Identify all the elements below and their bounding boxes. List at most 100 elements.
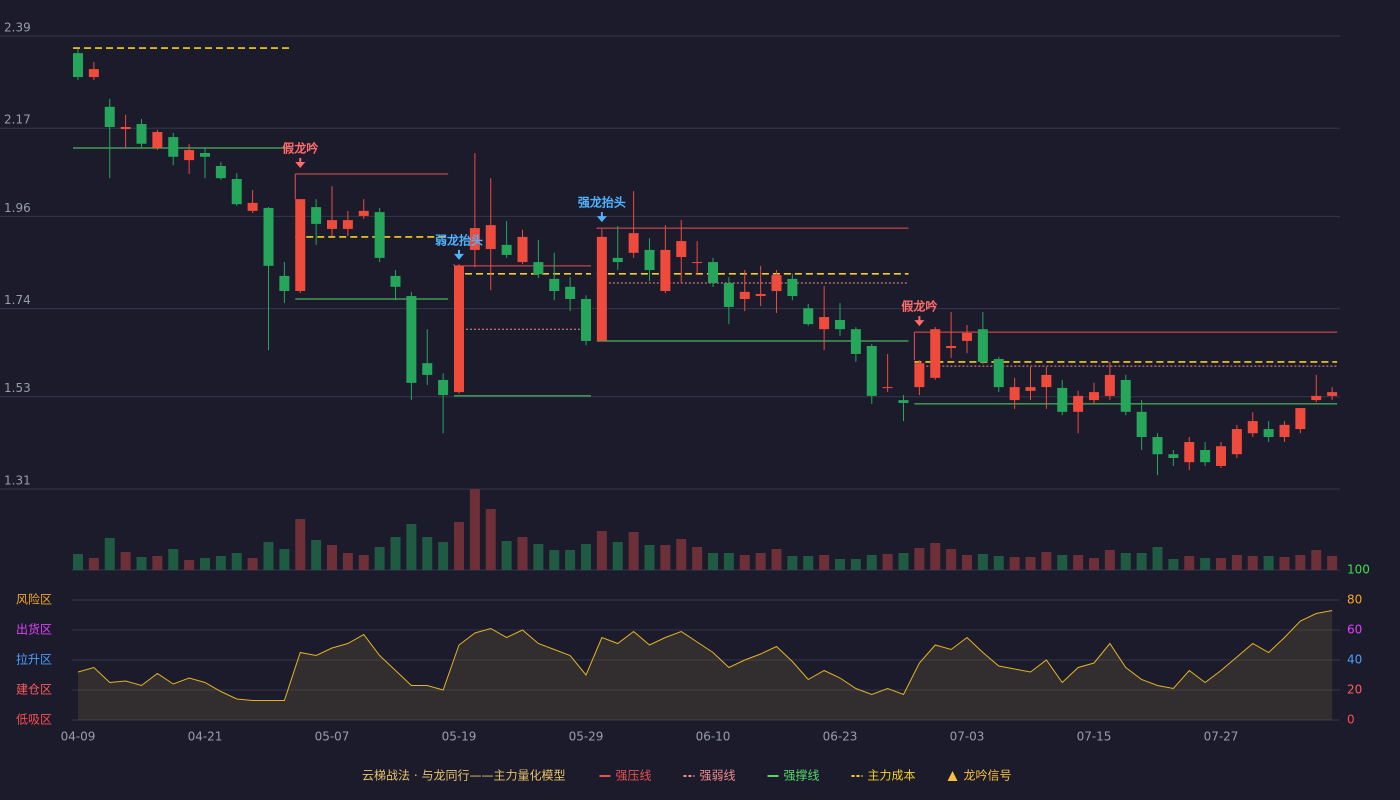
volume-bar <box>930 543 941 570</box>
volume-bar <box>660 545 671 570</box>
volume-bar <box>311 540 322 570</box>
volume-bar <box>1057 555 1068 570</box>
volume-bar <box>1263 556 1274 570</box>
candle-body <box>390 275 401 287</box>
candle-body <box>1152 437 1163 455</box>
x-tick-label: 04-09 <box>61 730 96 744</box>
volume-bar <box>120 552 131 570</box>
volume-bar <box>612 542 623 570</box>
volume-bar <box>152 556 163 570</box>
volume-bar <box>1073 555 1084 570</box>
candle-body <box>835 319 845 330</box>
candle-body <box>962 332 972 341</box>
candle-body <box>152 132 163 148</box>
candle-body <box>1120 379 1131 412</box>
candle-body <box>104 106 115 127</box>
candle-body <box>946 345 957 349</box>
candle-body <box>1089 392 1099 401</box>
volume-bar <box>231 553 242 570</box>
volume-bar <box>247 558 258 570</box>
volume-bar <box>993 556 1004 570</box>
legend-label: 龙吟信号 <box>964 768 1012 783</box>
candle-body <box>676 241 687 258</box>
candle-body <box>612 257 623 263</box>
candle-body <box>342 220 353 229</box>
volume-bar <box>1089 558 1099 570</box>
candle-body <box>88 69 99 78</box>
signal-arrow <box>295 161 306 168</box>
volume-bar <box>358 555 369 570</box>
candle-body <box>993 358 1004 388</box>
volume-bar <box>549 550 560 570</box>
volume-bar <box>1104 550 1115 570</box>
x-tick-label: 06-10 <box>696 730 731 744</box>
candle-body <box>1247 421 1258 434</box>
volume-bar <box>168 549 179 570</box>
volume-bar <box>962 555 972 570</box>
x-tick-label: 07-03 <box>950 730 985 744</box>
candle-body <box>247 202 258 211</box>
candle-body <box>184 150 195 161</box>
candle-body <box>200 152 210 157</box>
candle-body <box>708 262 718 284</box>
volume-bar <box>977 554 988 570</box>
candle-body <box>898 400 909 404</box>
volume-bar <box>200 558 210 570</box>
volume-bar <box>327 545 337 570</box>
volume-bar <box>1327 556 1338 570</box>
signal-arrow <box>914 320 925 327</box>
candle-body <box>501 244 512 255</box>
volume-bar <box>882 554 893 570</box>
volume-bar <box>1184 556 1195 570</box>
volume-bar <box>708 553 718 570</box>
volume-bar <box>898 553 909 570</box>
candle-body <box>803 308 814 325</box>
x-tick-label: 07-15 <box>1077 730 1112 744</box>
candle-body <box>454 265 464 393</box>
volume-bar <box>215 556 226 570</box>
zone-label: 风险区 <box>16 592 52 607</box>
candle-body <box>1295 408 1306 430</box>
candle-body <box>73 53 83 78</box>
x-tick-label: 06-23 <box>823 730 858 744</box>
volume-bar <box>676 539 687 570</box>
volume-bar <box>1168 559 1179 570</box>
candle-body <box>168 137 179 157</box>
candle-body <box>422 363 433 375</box>
volume-bar <box>1025 557 1036 570</box>
volume-bar <box>517 537 528 570</box>
volume-bar <box>1120 553 1131 570</box>
candle-body <box>1216 446 1226 466</box>
volume-bar <box>1311 550 1322 570</box>
candle-body <box>914 363 925 388</box>
candle-body <box>215 165 226 179</box>
volume-bar <box>342 553 353 570</box>
volume-bar <box>946 549 957 570</box>
oscillator-area <box>78 610 1333 720</box>
candle-body <box>311 207 322 224</box>
candle-body <box>930 329 941 378</box>
volume-bar <box>787 556 798 570</box>
candle-body <box>327 220 337 229</box>
candle-body <box>406 296 417 383</box>
volume-bar <box>533 544 544 570</box>
volume-bar <box>1152 547 1163 570</box>
y2-tick-label: 80 <box>1347 593 1362 607</box>
candle-body <box>469 228 480 250</box>
volume-bar <box>1247 556 1258 570</box>
candle-body <box>358 210 369 216</box>
candle-body <box>1263 429 1274 438</box>
zone-label: 出货区 <box>16 622 52 637</box>
candle-body <box>977 329 988 362</box>
volume-bar <box>454 522 464 570</box>
legend-label: 强撑线 <box>783 768 819 783</box>
candle-body <box>1057 387 1068 412</box>
candle-body <box>787 278 798 297</box>
volume-bar <box>866 555 877 570</box>
candle-body <box>1073 395 1084 412</box>
volume-bar <box>1041 552 1052 570</box>
candle-body <box>438 379 449 396</box>
volume-bar <box>390 537 401 570</box>
